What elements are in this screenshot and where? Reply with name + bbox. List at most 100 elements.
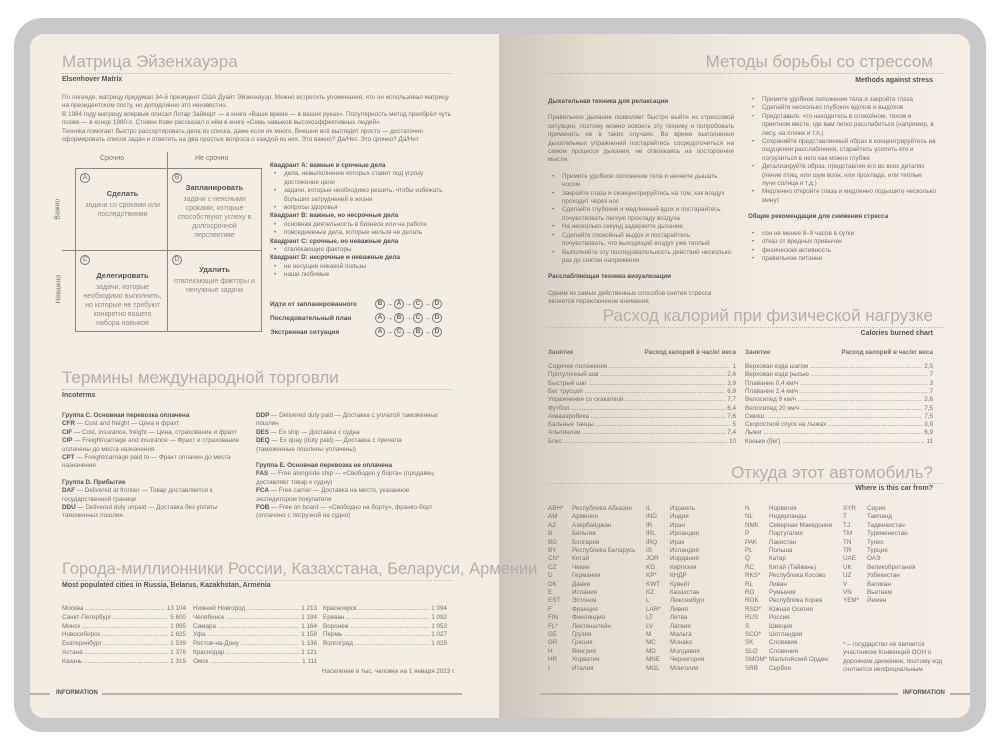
city-population: 1 213 bbox=[301, 605, 317, 612]
calories-value: 6,9 bbox=[924, 429, 933, 437]
car-code-row: DK Дания bbox=[548, 581, 646, 588]
cars-footnote: * – государство не является участником К… bbox=[843, 641, 943, 674]
breathing-steps: Примите удобное положение тела и начните… bbox=[548, 173, 734, 265]
country-name: Мальта bbox=[670, 631, 692, 638]
quadrant-body: Сделать задачи со сроками или последствия… bbox=[76, 169, 169, 219]
country-code: AZ bbox=[548, 521, 557, 529]
car-code-row: UAE ОАЭ bbox=[843, 555, 941, 562]
activity: Скоростной спуск на лыжах bbox=[745, 421, 922, 428]
calories-value: 3 bbox=[929, 379, 933, 387]
city-population: 13 104 bbox=[166, 605, 186, 612]
city-population: 1 315 bbox=[170, 657, 186, 665]
country-code: UK bbox=[843, 563, 852, 571]
list-item: Сделайте несколько глубоких вдохов и выд… bbox=[748, 104, 936, 113]
breathing-title: Дыхательная техника для релаксации bbox=[548, 98, 669, 105]
calories-value: 7,5 bbox=[924, 412, 933, 420]
car-code-row: F Франция bbox=[548, 606, 646, 613]
country-name: Йемен bbox=[867, 597, 887, 605]
quadrant-text: задачи, которые необходимо выполнить, но… bbox=[83, 284, 162, 327]
list-item: Примите удобное положение тела и начните… bbox=[548, 173, 734, 190]
matrix-vline bbox=[167, 152, 168, 332]
country-code: I bbox=[548, 664, 550, 672]
country-code: PAK bbox=[745, 538, 758, 546]
calorie-row: Верховая езда шагом2,5 bbox=[745, 363, 933, 370]
incoterms-group: Группа C. Основная перевозка оплачена bbox=[62, 412, 190, 419]
sequence-label: Идти от запланированного bbox=[270, 300, 357, 308]
car-code-row: SCO* Шотландия bbox=[745, 631, 843, 638]
country-code: SCO* bbox=[745, 631, 762, 638]
car-code-row: KG Киргизия bbox=[646, 564, 744, 571]
country-name: Грузия bbox=[572, 631, 592, 638]
car-code-row: IRQ Ирак bbox=[646, 539, 744, 546]
car-code-row: B Бельгия bbox=[548, 530, 646, 537]
arrow-icon: → bbox=[386, 314, 393, 322]
eisenhower-matrix bbox=[75, 168, 262, 332]
car-code-row: KZ Казахстан bbox=[646, 589, 744, 596]
country-name: ОАЭ bbox=[867, 555, 881, 563]
car-code-row: RUS Россия bbox=[745, 614, 843, 621]
calorie-row: Футбол6,4 bbox=[548, 405, 736, 412]
city-name: Ростов-на-Дону bbox=[193, 640, 299, 647]
quadrant-description-title: Квадрант A: важные и срочные дела bbox=[270, 162, 386, 169]
quadrant-description-title: Квадрант D: несрочные и неважные дела bbox=[270, 254, 400, 262]
activity: Коньки (бег) bbox=[745, 438, 924, 445]
country-code: SMOM* bbox=[745, 656, 768, 664]
sequence-step: D bbox=[432, 313, 442, 323]
arrow-icon: → bbox=[405, 328, 412, 336]
car-code-row: RO Румыния bbox=[745, 589, 843, 596]
country-name: Латвия bbox=[670, 622, 691, 630]
incoterm-code: DDP bbox=[256, 412, 270, 419]
country-code: E bbox=[548, 589, 553, 596]
list-item: правильное питание bbox=[748, 255, 936, 264]
car-code-row: MGL Монголия bbox=[646, 665, 744, 672]
country-name: Эстония bbox=[572, 597, 597, 605]
list-item: отвлекающие факторы bbox=[270, 246, 445, 255]
incoterm-code: FOB bbox=[256, 504, 270, 512]
country-name: Франция bbox=[572, 605, 598, 613]
calories-value: 3,9 bbox=[727, 379, 736, 387]
country-name: Италия bbox=[572, 664, 594, 672]
country-code: Q bbox=[745, 555, 750, 563]
country-code: ROK bbox=[745, 597, 759, 605]
city-name: Казань bbox=[62, 658, 168, 665]
city-name: Ереван bbox=[323, 614, 429, 621]
car-code-row: ABH* Республика Абхазия bbox=[548, 505, 646, 512]
quadrant-body: Запланировать задачи с неясными сроками, … bbox=[168, 169, 261, 240]
car-code-row: IR Иран bbox=[646, 522, 744, 529]
footer-rule bbox=[102, 693, 462, 695]
col-activity: Занятие bbox=[548, 349, 574, 356]
incoterm-desc: — Free carrier — Доставка на место, указ… bbox=[256, 487, 410, 503]
country-code: LV bbox=[646, 622, 654, 630]
arrow-icon: → bbox=[424, 300, 431, 308]
incoterm: DAF — Delivered at frontier — Товар дост… bbox=[62, 487, 247, 504]
country-code: RKS* bbox=[745, 572, 761, 580]
calorie-row: Бальные танцы5 bbox=[548, 421, 736, 428]
incoterm: DDP — Delivered duty paid — Доставка с у… bbox=[256, 412, 441, 429]
calories-value: 10 bbox=[728, 437, 736, 445]
activity: Бег трусцой bbox=[548, 388, 725, 395]
incoterm-desc: — Freight/carriage paid to — Фрахт оплач… bbox=[62, 454, 231, 470]
calories-title: Расход калорий при физической нагрузке bbox=[602, 306, 933, 325]
incoterm: FCA — Free carrier — Доставка на место, … bbox=[256, 487, 441, 504]
car-code-row: TR Турция bbox=[843, 547, 941, 554]
country-code: HR bbox=[548, 656, 558, 664]
country-name: Иран bbox=[670, 521, 686, 529]
list-item: задачи, которые необходимо решить, чтобы… bbox=[270, 187, 445, 204]
calories-value: 7 bbox=[929, 387, 933, 395]
country-code: SRB bbox=[745, 664, 758, 672]
country-name: Болгария bbox=[572, 538, 600, 546]
country-name: Республика Косово bbox=[769, 572, 826, 580]
activity: Прогулочный шаг bbox=[548, 371, 725, 378]
quadrant-description-list: основная деятельность в бизнесе или на р… bbox=[270, 221, 445, 238]
incoterm: CIP — Freight/carriage and insurance — Ф… bbox=[62, 437, 247, 454]
arrow-icon: → bbox=[424, 314, 431, 322]
car-code-row: IND Индия bbox=[646, 513, 744, 520]
sequence-step: A bbox=[375, 313, 385, 323]
city-population: 1 136 bbox=[301, 640, 317, 648]
city-name: Воронеж bbox=[323, 623, 429, 630]
city-population: 1 376 bbox=[170, 649, 186, 656]
calories-value: 11 bbox=[926, 437, 933, 445]
country-name: Республика Беларусь bbox=[572, 547, 636, 554]
activity: Сидячее положение bbox=[548, 363, 730, 370]
city-name: Краснодар bbox=[193, 649, 299, 656]
